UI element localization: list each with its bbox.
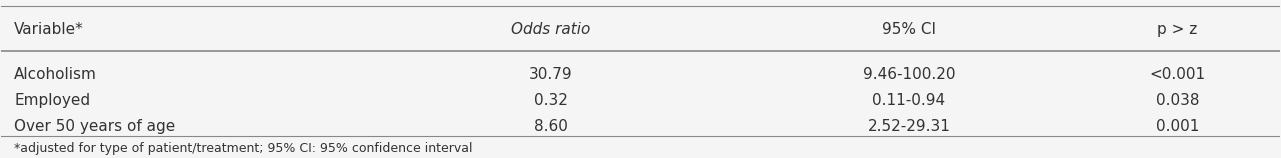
Text: 0.11-0.94: 0.11-0.94	[872, 93, 945, 108]
Text: 0.32: 0.32	[534, 93, 567, 108]
Text: Alcoholism: Alcoholism	[14, 67, 97, 82]
Text: 8.60: 8.60	[534, 119, 567, 134]
Text: <0.001: <0.001	[1149, 67, 1205, 82]
Text: 30.79: 30.79	[529, 67, 573, 82]
Text: 2.52-29.31: 2.52-29.31	[867, 119, 951, 134]
Text: Variable*: Variable*	[14, 22, 85, 37]
Text: p > z: p > z	[1157, 22, 1198, 37]
Text: 9.46-100.20: 9.46-100.20	[862, 67, 956, 82]
Text: Over 50 years of age: Over 50 years of age	[14, 119, 175, 134]
Text: *adjusted for type of patient/treatment; 95% CI: 95% confidence interval: *adjusted for type of patient/treatment;…	[14, 142, 473, 155]
Text: Employed: Employed	[14, 93, 90, 108]
Text: 95% CI: 95% CI	[881, 22, 936, 37]
Text: 0.038: 0.038	[1155, 93, 1199, 108]
Text: Odds ratio: Odds ratio	[511, 22, 591, 37]
Text: 0.001: 0.001	[1155, 119, 1199, 134]
